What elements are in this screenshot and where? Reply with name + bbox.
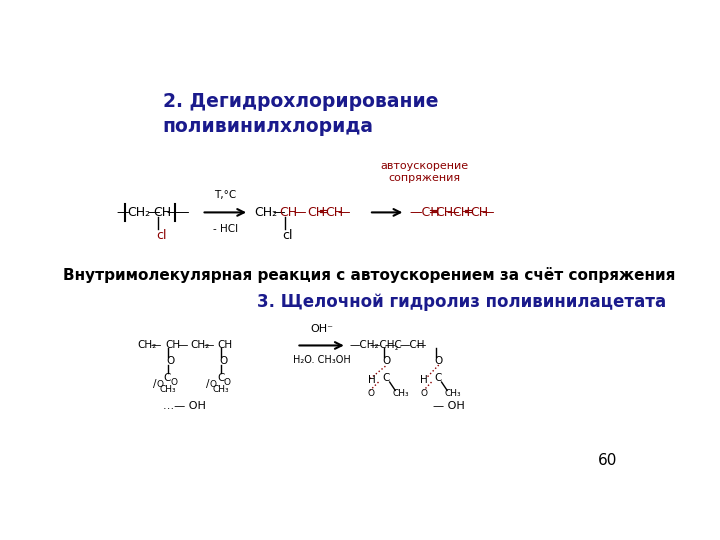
Text: CH: CH	[280, 206, 298, 219]
Text: O: O	[420, 389, 428, 398]
Text: O: O	[166, 356, 175, 366]
Text: CH₃: CH₃	[160, 386, 176, 394]
Text: —: —	[178, 340, 188, 350]
Text: —: —	[272, 206, 285, 219]
Text: …— OH: …— OH	[163, 401, 205, 411]
Text: —: —	[148, 206, 160, 219]
Text: —: —	[293, 206, 305, 219]
Text: C: C	[163, 373, 171, 383]
Text: CH: CH	[217, 340, 233, 350]
Text: /: /	[153, 379, 156, 389]
Text: H₂O. CH₃OH: H₂O. CH₃OH	[293, 355, 351, 365]
Text: CH₂: CH₂	[138, 340, 157, 350]
Text: C: C	[217, 373, 225, 383]
Text: ₂: ₂	[395, 343, 398, 352]
Text: O: O	[220, 356, 228, 366]
Text: /: /	[206, 379, 210, 389]
Text: CH₃: CH₃	[393, 389, 410, 398]
Text: ═: ═	[464, 206, 472, 219]
Text: —: —	[338, 206, 350, 219]
Text: —CH₂: —CH₂	[349, 340, 379, 350]
Text: —: —	[117, 206, 130, 219]
Text: Внутримолекулярная реакция с автоускорением за счёт сопряжения: Внутримолекулярная реакция с автоускорен…	[63, 267, 675, 283]
Text: автоускорение: автоускорение	[381, 161, 469, 171]
Text: поливинилхлорида: поливинилхлорида	[163, 117, 374, 136]
Text: CH: CH	[153, 206, 171, 219]
Text: O: O	[210, 380, 217, 389]
Text: cl: cl	[282, 229, 293, 242]
Text: H: H	[420, 375, 428, 385]
Text: CH₃: CH₃	[213, 386, 230, 394]
Text: 2. Дегидрохлорирование: 2. Дегидрохлорирование	[163, 92, 438, 111]
Text: —: —	[416, 340, 426, 350]
Text: CH: CH	[453, 206, 471, 219]
Text: —: —	[482, 206, 494, 219]
Text: 3. Щелочной гидролиз поливинилацетата: 3. Щелочной гидролиз поливинилацетата	[258, 293, 667, 311]
Text: —CH: —CH	[399, 340, 425, 350]
Text: CH: CH	[470, 206, 488, 219]
Text: ═: ═	[429, 206, 437, 219]
Text: O: O	[434, 356, 443, 366]
Text: O: O	[367, 389, 374, 398]
Text: CH: CH	[325, 206, 343, 219]
Text: —C: —C	[384, 340, 402, 350]
Text: OH⁻: OH⁻	[310, 324, 333, 334]
Text: —: —	[204, 340, 215, 350]
Text: CH: CH	[435, 206, 453, 219]
Text: cl: cl	[156, 229, 166, 242]
Text: - HCl: - HCl	[213, 224, 238, 234]
Text: — OH: — OH	[433, 401, 465, 411]
Text: ═: ═	[319, 206, 326, 219]
Text: O: O	[157, 380, 164, 389]
Text: H: H	[369, 375, 376, 385]
Text: T,°C: T,°C	[215, 190, 237, 200]
Text: CH₃: CH₃	[445, 389, 462, 398]
Text: CH₂: CH₂	[190, 340, 210, 350]
Text: CH₂: CH₂	[127, 206, 150, 219]
Text: 60: 60	[598, 453, 617, 468]
Text: CH: CH	[166, 340, 181, 350]
Text: сопряжения: сопряжения	[389, 173, 461, 183]
Text: —: —	[150, 340, 161, 350]
Text: O: O	[224, 379, 231, 387]
Text: —: —	[446, 206, 459, 219]
Text: CH₂: CH₂	[255, 206, 278, 219]
Text: O: O	[382, 356, 391, 366]
Text: —CH: —CH	[369, 340, 395, 350]
Text: —: —	[176, 206, 189, 219]
Text: C: C	[382, 373, 390, 383]
Text: O: O	[171, 379, 178, 387]
Text: —: —	[166, 206, 179, 219]
Text: CH: CH	[307, 206, 325, 219]
Text: C: C	[434, 373, 441, 383]
Text: —CH: —CH	[409, 206, 440, 219]
